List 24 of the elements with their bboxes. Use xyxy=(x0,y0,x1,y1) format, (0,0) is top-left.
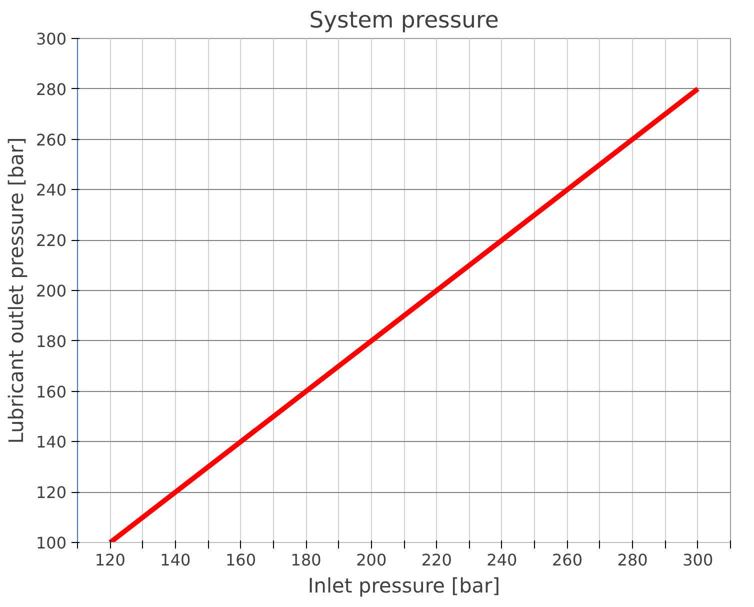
x-tick-label: 200 xyxy=(356,550,387,570)
x-tick-label: 140 xyxy=(160,550,191,570)
x-tick-label: 160 xyxy=(225,550,256,570)
y-tick-label: 300 xyxy=(36,30,67,48)
y-tick-label: 120 xyxy=(36,483,67,502)
x-tick-label: 280 xyxy=(617,550,648,570)
y-tick-label: 280 xyxy=(36,80,67,99)
y-tick-label: 160 xyxy=(36,382,67,402)
y-tick-label: 100 xyxy=(36,534,67,552)
y-axis-title: Lubricant outlet pressure [bar] xyxy=(4,137,28,444)
x-tick-label: 180 xyxy=(290,550,322,570)
x-tick-label: 220 xyxy=(421,550,452,570)
y-tick-label: 220 xyxy=(36,231,67,250)
y-tick-label: 140 xyxy=(36,432,67,452)
y-tick-label: 240 xyxy=(36,180,67,200)
y-tick-label: 180 xyxy=(36,332,67,351)
chart-title: System pressure xyxy=(309,8,499,34)
x-tick-label: 120 xyxy=(94,550,126,570)
y-tick-label: 260 xyxy=(36,130,67,150)
x-tick-label: 260 xyxy=(552,550,583,570)
x-axis-title: Inlet pressure [bar] xyxy=(308,574,500,598)
x-tick-label: 300 xyxy=(682,550,714,570)
x-tick-label: 240 xyxy=(486,550,518,570)
y-tick-label: 200 xyxy=(36,282,67,300)
